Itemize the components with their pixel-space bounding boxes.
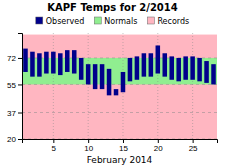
title: KAPF Temps for 2/2014 [47, 2, 178, 13]
tick-label: 72 [7, 54, 16, 63]
grid-line [192, 33, 193, 139]
grid-line [53, 33, 54, 139]
x-axis: 5 10 15 20 25 [23, 139, 218, 153]
bar [163, 53, 168, 76]
bar [183, 56, 188, 79]
axis-line [23, 140, 218, 144]
grid-line [22, 139, 217, 140]
bar [30, 52, 35, 77]
y-axis: 20 37 55 72 [7, 34, 22, 145]
bar [93, 64, 98, 89]
tick: 72 [7, 54, 22, 63]
legend-swatch [36, 17, 43, 24]
bar [107, 69, 112, 96]
bar [169, 56, 174, 79]
tick-mark [18, 58, 22, 59]
bar-series [23, 45, 216, 95]
bar [128, 58, 133, 81]
grid [22, 33, 217, 139]
bar [37, 53, 42, 76]
tick-label: 15 [119, 144, 128, 153]
tick: 15 [119, 139, 128, 153]
bar [149, 53, 154, 76]
bar [156, 45, 161, 73]
bar [176, 58, 181, 81]
bar [51, 52, 56, 74]
legend-item: Normals [94, 17, 137, 26]
legend-swatch [94, 17, 101, 24]
tick-mark [18, 84, 22, 85]
legend: Observed Normals Records [36, 17, 189, 26]
tick: 20 [154, 139, 163, 153]
legend-label: Observed [46, 17, 85, 26]
tick: 25 [189, 139, 198, 153]
legend-label: Normals [104, 17, 137, 26]
bar [23, 49, 28, 72]
axis-line [18, 34, 23, 140]
bar [204, 61, 209, 83]
bar [211, 64, 216, 84]
tick-mark [18, 113, 22, 114]
bar [135, 56, 140, 79]
legend-item: Observed [36, 17, 85, 26]
chart: 5 10 15 20 25 20 37 55 72 KAPF Temps for 2/2014 Fe… [0, 0, 225, 166]
tick-mark [53, 139, 54, 143]
tick: 5 [52, 139, 57, 153]
bar [58, 53, 63, 75]
tick: 37 [7, 109, 22, 118]
tick-mark [88, 139, 89, 143]
bar [100, 64, 105, 89]
bar [72, 50, 77, 73]
bar [79, 58, 84, 80]
bar [65, 50, 70, 72]
bar [190, 56, 195, 79]
legend-label: Records [157, 17, 189, 26]
tick-label: 37 [7, 109, 16, 118]
tick-mark [158, 139, 159, 143]
grid-line [22, 84, 217, 85]
tick: 55 [7, 81, 22, 90]
plot-area [22, 33, 217, 139]
tick-label: 25 [189, 144, 198, 153]
bar [142, 53, 147, 76]
bar [121, 72, 126, 92]
tick: 20 [7, 135, 22, 144]
tick-label: 20 [7, 135, 16, 144]
legend-item: Records [147, 17, 189, 26]
tick-mark [18, 139, 22, 140]
tick-mark [193, 139, 194, 143]
tick-label: 10 [84, 144, 93, 153]
grid-line [22, 112, 217, 113]
tick-label: 20 [154, 144, 163, 153]
bar [86, 64, 91, 84]
tick-mark [123, 139, 124, 143]
legend-swatch [147, 17, 154, 24]
tick: 10 [84, 139, 93, 153]
grid-line [88, 33, 89, 139]
bar [114, 89, 119, 95]
tick-label: 5 [52, 144, 57, 153]
band [22, 35, 217, 139]
tick-label: 55 [7, 81, 16, 90]
bar [197, 58, 202, 81]
axis-title: February 2014 [87, 155, 153, 165]
bar [44, 52, 49, 74]
